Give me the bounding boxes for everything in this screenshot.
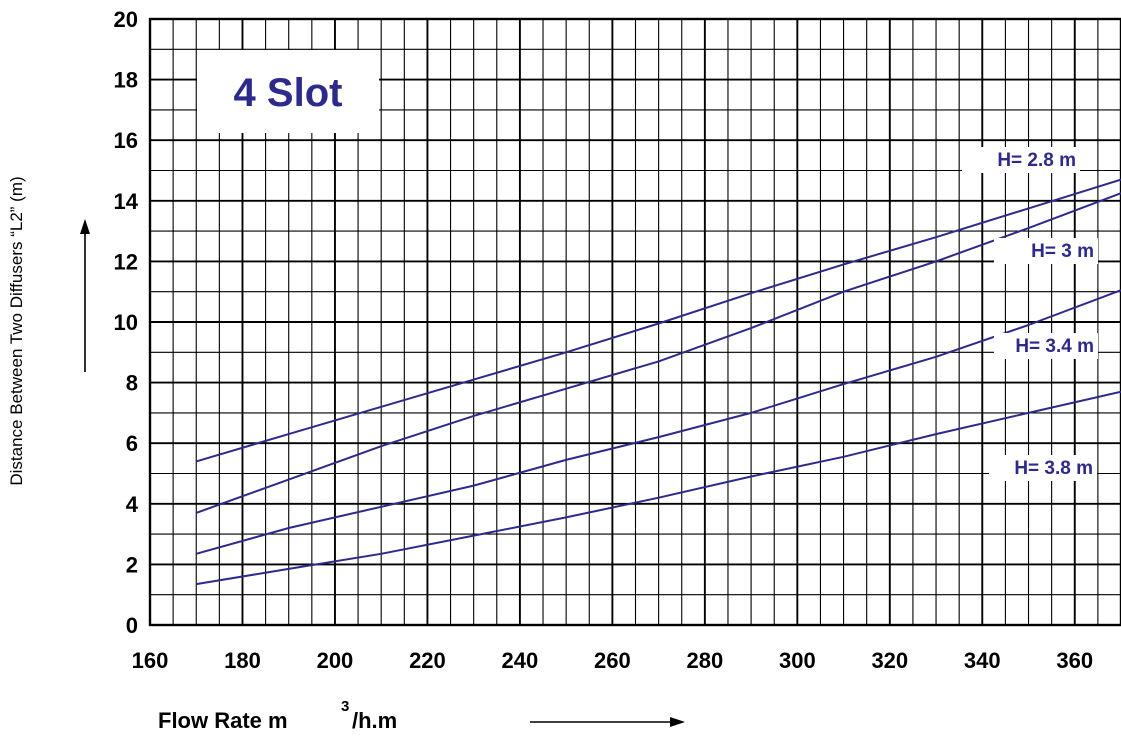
series-label-background — [994, 238, 1098, 264]
y-tick-label: 4 — [126, 492, 139, 517]
x-tick-label: 180 — [224, 648, 261, 673]
series-line — [195, 192, 1121, 514]
y-tick-labels: 0 2 4 6 8 10 12 14 16 18 20 — [114, 7, 139, 638]
y-tick-label: 8 — [126, 371, 138, 396]
series-label-layer: H= 2.8 m H= 3 m H= 3.4 m H= 3.8 m — [962, 147, 1098, 481]
x-tick-label: 240 — [502, 648, 539, 673]
y-tick-label: 0 — [126, 613, 138, 638]
series-line — [196, 390, 1121, 586]
y-tick-label: 14 — [114, 189, 139, 214]
series-label: H= 3 m — [1031, 241, 1094, 262]
series-label-background — [962, 147, 1080, 173]
x-axis-label: Flow Rate m — [158, 708, 288, 733]
plot-frame — [148, 17, 1121, 627]
x-tick-label: 280 — [686, 648, 723, 673]
x-tick-label: 160 — [132, 648, 169, 673]
x-tick-label: 320 — [871, 648, 908, 673]
y-tick-label: 16 — [114, 128, 138, 153]
y-tick-label: 18 — [114, 68, 138, 93]
x-axis-arrow-head — [670, 717, 685, 727]
y-tick-label: 20 — [114, 7, 138, 32]
y-tick-label: 10 — [114, 310, 138, 335]
y-tick-label: 12 — [114, 249, 138, 274]
x-tick-label: 340 — [964, 648, 1001, 673]
series-line — [195, 178, 1121, 463]
x-axis-label-suffix: /h.m — [352, 708, 397, 733]
y-tick-label: 2 — [126, 552, 138, 577]
y-tick-label: 6 — [126, 431, 138, 456]
y-axis-label: Distance Between Two Diffusers “L2” (m) — [7, 176, 26, 485]
x-tick-label: 220 — [409, 648, 446, 673]
x-tick-labels: 160 180 200 220 240 260 280 300 320 340 360 — [132, 648, 1093, 673]
series-label-background — [994, 333, 1098, 359]
x-tick-label: 360 — [1056, 648, 1093, 673]
series-line — [195, 289, 1121, 555]
x-tick-label: 200 — [317, 648, 354, 673]
title-box — [197, 50, 379, 133]
y-axis-arrow-head — [80, 219, 90, 234]
series-layer — [195, 178, 1121, 586]
x-tick-label: 300 — [779, 648, 816, 673]
series-label: H= 2.8 m — [997, 150, 1076, 171]
series-label: H= 3.4 m — [1015, 336, 1094, 357]
x-tick-label: 260 — [594, 648, 631, 673]
chart-title: 4 Slot — [234, 71, 343, 115]
series-label-background — [989, 455, 1097, 481]
plot-border — [148, 17, 1121, 627]
x-axis-label-superscript: 3 — [341, 698, 349, 715]
series-label: H= 3.8 m — [1014, 458, 1093, 479]
